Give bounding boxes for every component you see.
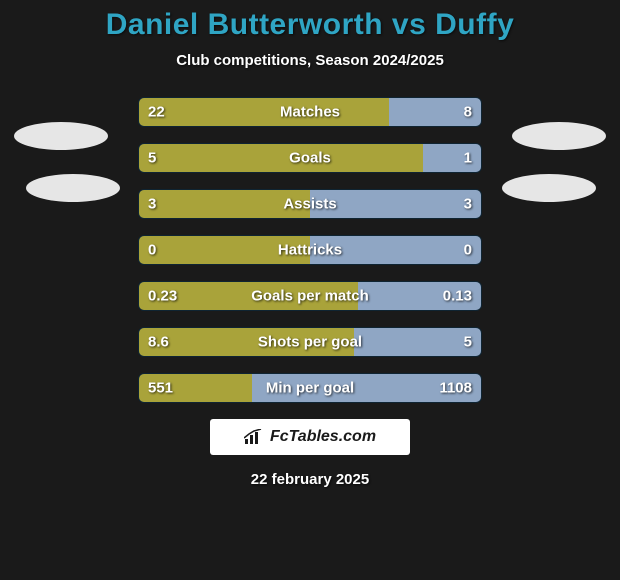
- stat-value-right: 0.13: [443, 288, 472, 305]
- stat-value-left: 5: [148, 150, 156, 167]
- stat-value-left: 0.23: [148, 288, 177, 305]
- stat-value-left: 0: [148, 242, 156, 259]
- stat-bar-right: [354, 328, 481, 356]
- source-badge: FcTables.com: [210, 419, 410, 455]
- stat-row: 0.23 0.13 Goals per match: [138, 281, 482, 311]
- team-placeholder-icon: [512, 122, 606, 150]
- stat-value-right: 1: [464, 150, 472, 167]
- stat-label: Hattricks: [278, 242, 342, 259]
- stat-value-left: 551: [148, 380, 173, 397]
- stat-value-right: 0: [464, 242, 472, 259]
- stat-value-left: 22: [148, 104, 165, 121]
- stat-label: Shots per goal: [258, 334, 362, 351]
- stat-value-left: 8.6: [148, 334, 169, 351]
- stat-label: Matches: [280, 104, 340, 121]
- stat-value-right: 1108: [439, 380, 472, 397]
- stat-label: Goals: [289, 150, 331, 167]
- stat-row: 3 3 Assists: [138, 189, 482, 219]
- source-badge-label: FcTables.com: [270, 428, 376, 446]
- comparison-card: Daniel Butterworth vs Duffy Club competi…: [0, 0, 620, 580]
- stat-row: 551 1108 Min per goal: [138, 373, 482, 403]
- team-placeholder-icon: [502, 174, 596, 202]
- stat-row: 5 1 Goals: [138, 143, 482, 173]
- stat-label: Assists: [283, 196, 336, 213]
- stat-bar-left: [139, 144, 423, 172]
- stat-row: 22 8 Matches: [138, 97, 482, 127]
- stat-value-right: 3: [464, 196, 472, 213]
- stat-label: Goals per match: [251, 288, 369, 305]
- chart-icon: [244, 429, 264, 445]
- stat-bar-left: [139, 98, 389, 126]
- stat-value-right: 5: [464, 334, 472, 351]
- stat-value-left: 3: [148, 196, 156, 213]
- page-subtitle: Club competitions, Season 2024/2025: [0, 52, 620, 69]
- page-title: Daniel Butterworth vs Duffy: [0, 8, 620, 42]
- stat-label: Min per goal: [266, 380, 354, 397]
- stat-bar-right: [423, 144, 481, 172]
- stat-row: 0 0 Hattricks: [138, 235, 482, 265]
- team-placeholder-icon: [26, 174, 120, 202]
- stat-row: 8.6 5 Shots per goal: [138, 327, 482, 357]
- team-placeholder-icon: [14, 122, 108, 150]
- date-label: 22 february 2025: [0, 471, 620, 488]
- stat-value-right: 8: [464, 104, 472, 121]
